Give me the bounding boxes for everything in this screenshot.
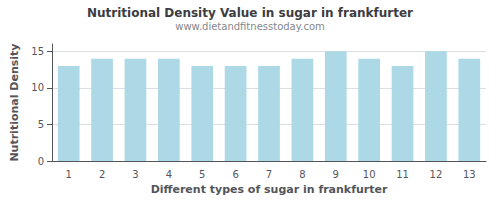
svg-text:2: 2 [99, 169, 105, 180]
svg-text:Nutritional Density: Nutritional Density [8, 43, 21, 161]
svg-text:13: 13 [463, 169, 476, 180]
svg-text:4: 4 [166, 169, 172, 180]
svg-text:1: 1 [66, 169, 72, 180]
svg-text:6: 6 [232, 169, 238, 180]
svg-text:Different types of sugar in fr: Different types of sugar in frankfurter [151, 183, 388, 196]
svg-text:9: 9 [333, 169, 339, 180]
svg-text:3: 3 [132, 169, 138, 180]
svg-text:10: 10 [31, 82, 44, 93]
svg-text:10: 10 [363, 169, 376, 180]
svg-text:15: 15 [31, 46, 44, 57]
svg-text:5: 5 [38, 119, 44, 130]
svg-text:5: 5 [199, 169, 205, 180]
svg-text:Nutritional Density Value in s: Nutritional Density Value in sugar in fr… [87, 6, 413, 20]
svg-text:8: 8 [299, 169, 305, 180]
svg-text:7: 7 [266, 169, 272, 180]
svg-text:11: 11 [396, 169, 409, 180]
svg-text:12: 12 [430, 169, 443, 180]
svg-text:www.dietandfitnesstoday.com: www.dietandfitnesstoday.com [175, 21, 324, 32]
svg-text:0: 0 [38, 156, 44, 167]
